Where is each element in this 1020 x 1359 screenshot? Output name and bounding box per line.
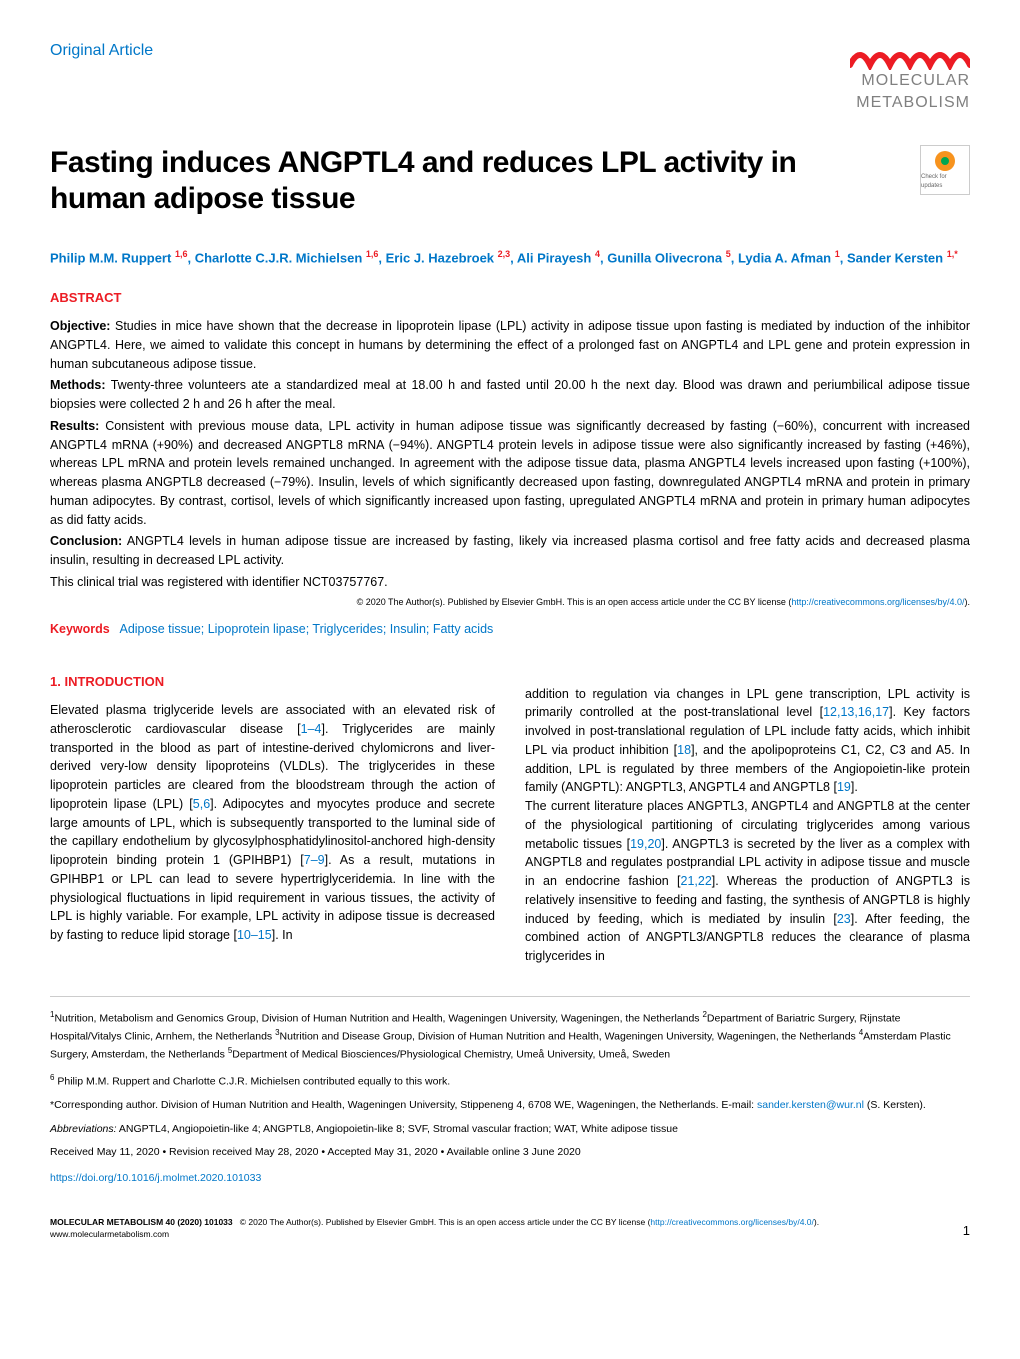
citation-link[interactable]: 7–9	[304, 853, 325, 867]
keywords-label: Keywords	[50, 622, 110, 636]
corresponding-prefix: *Corresponding author. Division of Human…	[50, 1099, 757, 1111]
results-text: Consistent with previous mouse data, LPL…	[50, 419, 970, 527]
citation-link[interactable]: 10–15	[237, 928, 272, 942]
abbreviations-label: Abbreviations:	[50, 1123, 117, 1135]
body-columns: 1. INTRODUCTION Elevated plasma triglyce…	[50, 657, 970, 966]
license-suffix: ).	[965, 597, 971, 607]
title-row: Fasting induces ANGPTL4 and reduces LPL …	[50, 145, 970, 217]
logo-text-line2: METABOLISM	[850, 92, 970, 114]
logo-text-line1: MOLECULAR	[850, 70, 970, 92]
keywords-values: Adipose tissue; Lipoprotein lipase; Trig…	[119, 622, 493, 636]
citation-link[interactable]: 21,22	[681, 874, 712, 888]
objective-text: Studies in mice have shown that the decr…	[50, 319, 970, 371]
corresponding-email-link[interactable]: sander.kersten@wur.nl	[757, 1099, 864, 1111]
footer-cc-link[interactable]: http://creativecommons.org/licenses/by/4…	[650, 1217, 813, 1227]
citation-link[interactable]: 18	[677, 743, 691, 757]
footer-copyright-close: ).	[814, 1217, 819, 1227]
corresponding-author: *Corresponding author. Division of Human…	[50, 1098, 970, 1114]
doi-link[interactable]: https://doi.org/10.1016/j.molmet.2020.10…	[50, 1171, 970, 1187]
check-updates-badge[interactable]: Check for updates	[920, 145, 970, 195]
objective-label: Objective:	[50, 319, 110, 333]
column-right: addition to regulation via changes in LP…	[525, 657, 970, 966]
journal-logo: MOLECULAR METABOLISM	[850, 40, 970, 115]
page-number: 1	[963, 1222, 970, 1240]
citation-link[interactable]: 1–4	[301, 722, 322, 736]
intro-col2-text: addition to regulation via changes in LP…	[525, 685, 970, 966]
abbreviations: Abbreviations: ANGPTL4, Angiopoietin-lik…	[50, 1122, 970, 1138]
methods-text: Twenty-three volunteers ate a standardiz…	[50, 378, 970, 411]
check-updates-label: Check for updates	[921, 173, 969, 190]
footer-journal: MOLECULAR METABOLISM 40 (2020) 101033	[50, 1217, 233, 1227]
abstract-body: Objective: Studies in mice have shown th…	[50, 317, 970, 609]
footer-copyright: © 2020 The Author(s). Published by Elsev…	[240, 1217, 651, 1227]
abstract-heading: ABSTRACT	[50, 289, 970, 307]
footer-left: MOLECULAR METABOLISM 40 (2020) 101033 © …	[50, 1217, 819, 1241]
keywords-line: Keywords Adipose tissue; Lipoprotein lip…	[50, 621, 970, 639]
abbreviations-text: ANGPTL4, Angiopoietin-like 4; ANGPTL8, A…	[117, 1123, 678, 1135]
citation-link[interactable]: 19,20	[630, 837, 661, 851]
license-prefix: © 2020 The Author(s). Published by Elsev…	[357, 597, 792, 607]
check-updates-icon	[933, 149, 957, 173]
article-title: Fasting induces ANGPTL4 and reduces LPL …	[50, 145, 870, 217]
results-label: Results:	[50, 419, 99, 433]
abstract-license: © 2020 The Author(s). Published by Elsev…	[50, 596, 970, 610]
column-left: 1. INTRODUCTION Elevated plasma triglyce…	[50, 657, 495, 966]
page-header: Original Article MOLECULAR METABOLISM	[50, 40, 970, 115]
methods-label: Methods:	[50, 378, 106, 392]
logo-wave-icon	[850, 40, 970, 70]
trial-registration: This clinical trial was registered with …	[50, 573, 970, 592]
conclusion-label: Conclusion:	[50, 534, 122, 548]
intro-col1-text: Elevated plasma triglyceride levels are …	[50, 701, 495, 945]
conclusion-text: ANGPTL4 levels in human adipose tissue a…	[50, 534, 970, 567]
citation-link[interactable]: 5,6	[193, 797, 210, 811]
article-type-label: Original Article	[50, 40, 153, 62]
page-footer: MOLECULAR METABOLISM 40 (2020) 101033 © …	[50, 1217, 970, 1241]
citation-link[interactable]: 23	[837, 912, 851, 926]
citation-link[interactable]: 19	[837, 780, 851, 794]
corresponding-suffix: (S. Kersten).	[864, 1099, 926, 1111]
footer-www: www.molecularmetabolism.com	[50, 1229, 169, 1239]
affiliations: 1Nutrition, Metabolism and Genomics Grou…	[50, 1009, 970, 1064]
intro-heading: 1. INTRODUCTION	[50, 672, 495, 692]
citation-link[interactable]: 12,13,16,17	[823, 705, 889, 719]
license-link[interactable]: http://creativecommons.org/licenses/by/4…	[791, 597, 964, 607]
author-list: Philip M.M. Ruppert 1,6, Charlotte C.J.R…	[50, 247, 970, 269]
footnotes: 1Nutrition, Metabolism and Genomics Grou…	[50, 996, 970, 1187]
article-dates: Received May 11, 2020 • Revision receive…	[50, 1145, 970, 1161]
equal-contribution: 6 Philip M.M. Ruppert and Charlotte C.J.…	[50, 1072, 970, 1090]
